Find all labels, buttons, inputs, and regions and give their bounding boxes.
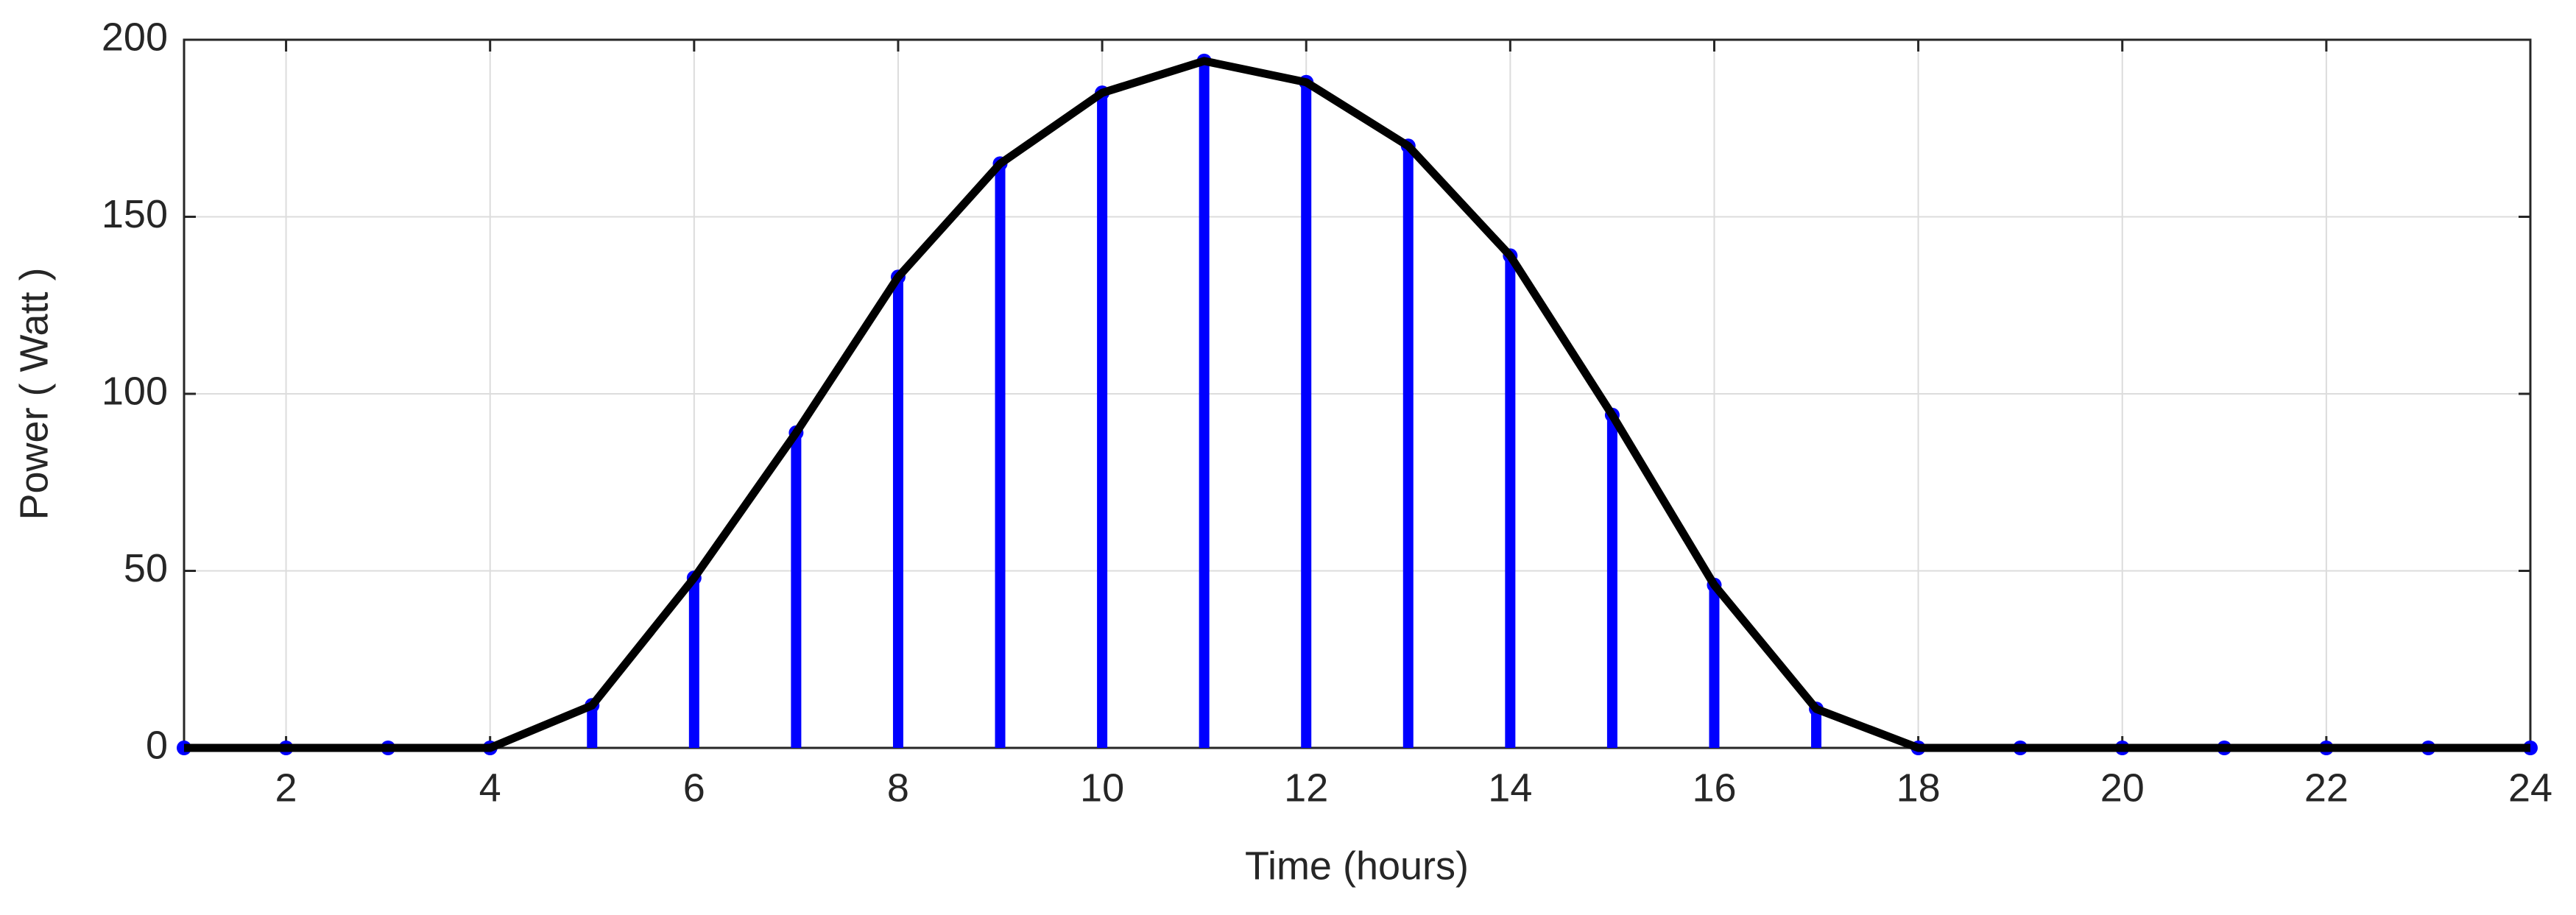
x-tick-label: 10 bbox=[1080, 766, 1124, 810]
x-tick-label: 18 bbox=[1896, 766, 1941, 810]
y-axis-label: Power ( Watt ) bbox=[12, 267, 56, 520]
y-tick-label: 100 bbox=[102, 369, 168, 413]
x-tick-label: 12 bbox=[1284, 766, 1328, 810]
x-tick-label: 4 bbox=[479, 766, 501, 810]
x-tick-label: 20 bbox=[2100, 766, 2145, 810]
y-tick-label: 150 bbox=[102, 192, 168, 236]
x-tick-label: 14 bbox=[1488, 766, 1532, 810]
x-tick-label: 22 bbox=[2304, 766, 2349, 810]
y-tick-label: 200 bbox=[102, 15, 168, 59]
x-tick-label: 24 bbox=[2508, 766, 2552, 810]
y-tick-label: 50 bbox=[124, 546, 168, 590]
x-tick-label: 8 bbox=[887, 766, 909, 810]
x-tick-label: 6 bbox=[683, 766, 705, 810]
x-tick-label: 2 bbox=[275, 766, 297, 810]
plot-frame bbox=[183, 38, 2532, 749]
line bbox=[184, 57, 2530, 752]
y-tick-label: 0 bbox=[146, 723, 168, 767]
x-tick-label: 16 bbox=[1692, 766, 1736, 810]
x-axis-label: Time (hours) bbox=[1245, 844, 1469, 888]
